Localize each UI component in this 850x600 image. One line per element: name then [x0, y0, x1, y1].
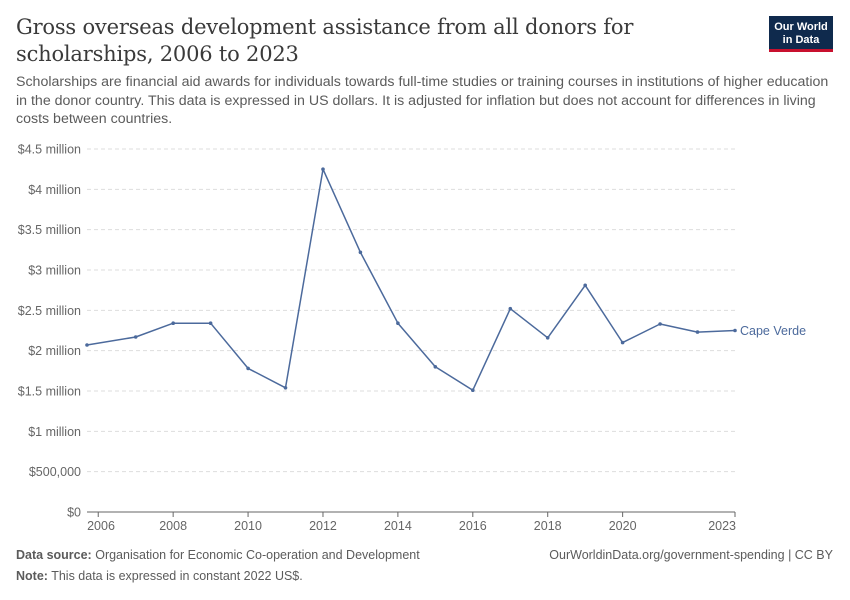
- y-tick-label: $1.5 million: [18, 385, 81, 399]
- series-label-cape-verde[interactable]: Cape Verde: [740, 324, 806, 338]
- data-point[interactable]: [433, 365, 438, 369]
- y-tick-label: $4 million: [28, 183, 81, 197]
- data-point[interactable]: [396, 321, 400, 326]
- x-tick-label: 2010: [234, 519, 262, 533]
- x-tick-label: 2020: [609, 519, 637, 533]
- y-tick-label: $4.5 million: [18, 143, 81, 157]
- logo-line-2: in Data: [782, 33, 820, 46]
- chart-title: Gross overseas development assistance fr…: [16, 15, 634, 66]
- y-axis-tick-labels: $0 $500,000 $1 million $1.5 million $2 milli…: [18, 143, 81, 520]
- series-line-cape-verde[interactable]: [86, 168, 736, 391]
- logo-line-1: Our World: [774, 21, 828, 33]
- data-point[interactable]: [133, 335, 138, 339]
- x-axis: 2006 2008 2010 2012 2014 2016 2018 2020 2023: [87, 511, 736, 533]
- x-tick-label: 2006: [87, 519, 115, 533]
- y-tick-label: $1 million: [28, 425, 81, 439]
- x-tick-label: 2014: [384, 519, 412, 533]
- x-tick-label: 2023: [708, 519, 736, 533]
- data-source-label: Data source:: [16, 548, 92, 562]
- y-tick-label: $0: [67, 506, 81, 520]
- data-point[interactable]: [283, 386, 288, 390]
- chart-gridlines: [87, 148, 735, 473]
- data-point[interactable]: [358, 250, 363, 255]
- y-tick-label: $2.5 million: [18, 304, 81, 318]
- y-tick-label: $2 million: [28, 344, 81, 358]
- owid-logo[interactable]: Our World in Data: [769, 16, 833, 52]
- data-source: Data source: Organisation for Economic C…: [16, 548, 420, 562]
- data-point[interactable]: [246, 366, 250, 371]
- x-tick-label: 2012: [309, 519, 337, 533]
- data-point[interactable]: [733, 328, 737, 333]
- data-point[interactable]: [658, 322, 662, 326]
- data-point[interactable]: [471, 388, 475, 393]
- chart-subtitle: Scholarships are financial aid awards fo…: [16, 74, 829, 127]
- data-point[interactable]: [508, 306, 513, 311]
- data-point[interactable]: [583, 283, 587, 288]
- x-tick-label: 2018: [534, 519, 562, 533]
- note-label: Note:: [16, 569, 48, 583]
- y-tick-label: $3.5 million: [18, 223, 81, 237]
- chart-series: Cape Verde: [85, 167, 806, 393]
- y-tick-label: $3 million: [28, 264, 81, 278]
- data-source-text[interactable]: Organisation for Economic Co-operation a…: [95, 548, 420, 562]
- chart-note: Note: This data is expressed in constant…: [16, 569, 303, 583]
- data-point[interactable]: [85, 343, 89, 347]
- data-point[interactable]: [545, 336, 550, 340]
- x-tick-label: 2016: [459, 519, 487, 533]
- url-license[interactable]: OurWorldinData.org/government-spending |…: [549, 548, 833, 562]
- data-point[interactable]: [208, 321, 213, 326]
- note-text: This data is expressed in constant 2022 …: [51, 569, 303, 583]
- data-point[interactable]: [171, 321, 175, 326]
- y-tick-label: $500,000: [29, 465, 81, 479]
- x-tick-label: 2008: [159, 519, 187, 533]
- data-point[interactable]: [321, 167, 325, 171]
- data-point[interactable]: [620, 340, 625, 345]
- data-point[interactable]: [695, 330, 700, 334]
